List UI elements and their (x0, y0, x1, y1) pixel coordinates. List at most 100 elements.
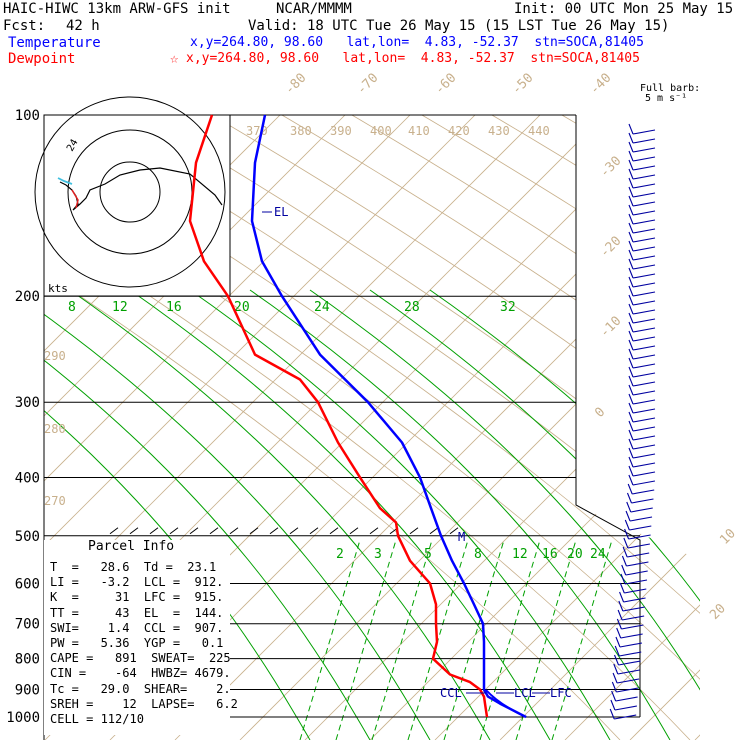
wind-barb-flag (618, 600, 624, 612)
isotherm-label: -80 (282, 71, 309, 98)
freezing-tick (329, 527, 339, 535)
freezing-tick (349, 527, 359, 535)
wind-barb-staff (632, 462, 656, 468)
wind-barb-staff (614, 714, 637, 720)
wind-barb-staff (617, 669, 640, 675)
wind-barb-flag (628, 357, 634, 369)
freezing-tick (169, 527, 179, 535)
wind-barb-staff (632, 246, 656, 252)
barb-scale-unit: 5 m s⁻¹ (645, 93, 688, 104)
wind-barb-staff (627, 552, 650, 558)
wind-barb-staff (632, 399, 656, 405)
pressure-tick-label: 100 (15, 108, 40, 124)
dry-adiabat (675, 115, 700, 740)
wind-barb-flag (623, 537, 629, 549)
wind-barb-staff (619, 651, 642, 657)
freezing-tick (149, 527, 159, 535)
wind-barb-staff (624, 588, 647, 594)
wind-barb-flag (624, 519, 630, 531)
parcel-info-row: SREH = 12 LAPSE= 6.2 (50, 696, 238, 711)
moist-adiabat (309, 289, 700, 740)
theta-label: 390 (330, 124, 352, 138)
wind-barb-staff (632, 318, 656, 324)
dry-adiabat (395, 115, 700, 740)
wind-barb-flag (628, 222, 634, 234)
temperature-location: x,y=264.80, 98.60 lat,lon= 4.83, -52.37 … (190, 35, 644, 50)
freezing-tick (449, 527, 459, 535)
wind-barb-staff (619, 642, 643, 648)
pressure-tick-label: 600 (15, 576, 40, 592)
valid-time: Valid: 18 UTC Tue 26 May 15 (15 LST Tue … (248, 18, 670, 34)
isotherm-line (304, 115, 700, 740)
dry-adiabat (605, 115, 700, 740)
wind-barb-staff (632, 381, 656, 387)
wind-barb-staff (632, 489, 655, 495)
mixing-ratio-line (299, 539, 361, 740)
mixing-ratio-label: 5 (424, 547, 432, 562)
wind-barb-staff (632, 390, 656, 396)
wind-barb-flag (624, 528, 630, 540)
wind-barb-flag (625, 510, 631, 522)
wind-barb-flag (609, 708, 615, 720)
wind-barb-staff (621, 624, 644, 630)
wind-barb-flag (628, 285, 634, 297)
dewpoint-location: x,y=264.80, 98.60 lat,lon= 4.83, -52.37 … (186, 51, 640, 66)
mixing-ratio-line (479, 539, 541, 740)
wind-barb-staff (632, 138, 656, 144)
wind-barb-staff (632, 255, 656, 261)
wind-barb-staff (632, 354, 656, 360)
isotherm-label: -40 (587, 71, 614, 98)
wind-barb-staff (632, 453, 656, 459)
wind-barb-flag (628, 348, 634, 360)
wind-barb-staff (625, 570, 648, 576)
fcst-label: Fcst: (3, 18, 46, 34)
wind-barb-flag (628, 240, 634, 252)
freezing-tick (309, 527, 319, 535)
wind-barb-flag (628, 330, 634, 342)
wind-barb-staff (631, 498, 654, 504)
parcel-level-label: LCL (514, 686, 536, 700)
wind-barb-staff (632, 183, 656, 189)
isotherm-line (369, 115, 700, 740)
isotherm-label: 20 (707, 601, 729, 623)
isotherm-line (434, 115, 700, 740)
mixing-ratio-line (551, 539, 613, 740)
wind-barb-staff (615, 696, 638, 702)
wind-barb-flag (628, 393, 634, 405)
isotherm-label: -30 (597, 154, 624, 181)
freezing-tick (189, 527, 199, 535)
wind-barb-flag (628, 204, 634, 216)
wind-barb-flag (619, 582, 625, 594)
isotherm-line (564, 115, 700, 740)
parcel-level-label: LFC (550, 686, 572, 700)
mixing-ratio-label: 3 (374, 547, 382, 562)
hodograph-ring (34, 96, 226, 288)
wind-barb-flag (619, 591, 625, 603)
org-label: NCAR/MMMM (276, 1, 352, 17)
wind-barb-flag (628, 231, 634, 243)
fcst-value: 42 h (66, 18, 100, 34)
parcel-info-row: Tc = 29.0 SHEAR= 2. (50, 681, 231, 696)
dry-adiabat (44, 115, 691, 740)
dewpoint-line (188, 114, 489, 718)
wind-barb-flag (628, 438, 634, 450)
wind-barb-flag (627, 483, 633, 495)
wind-barb-staff (632, 237, 656, 243)
wind-barb-staff (632, 408, 656, 414)
wind-barb-flag (628, 375, 634, 387)
moist-adiabat (189, 289, 611, 740)
dry-adiabat (185, 115, 700, 740)
wind-barb-staff (632, 345, 656, 351)
wind-barb-staff (632, 363, 656, 369)
freezing-tick (129, 527, 139, 535)
wind-barb-staff (632, 327, 656, 333)
wind-barb-staff (622, 606, 645, 612)
theta-label: 400 (370, 124, 392, 138)
moist-adiabat (249, 289, 671, 740)
wind-barb-flag (621, 555, 627, 567)
wind-barb-staff (629, 516, 653, 522)
wind-barb-staff (632, 417, 656, 423)
wind-barb-flag (628, 249, 634, 261)
pressure-tick-label: 700 (15, 617, 40, 633)
pressure-tick-label: 1000 (6, 710, 40, 726)
